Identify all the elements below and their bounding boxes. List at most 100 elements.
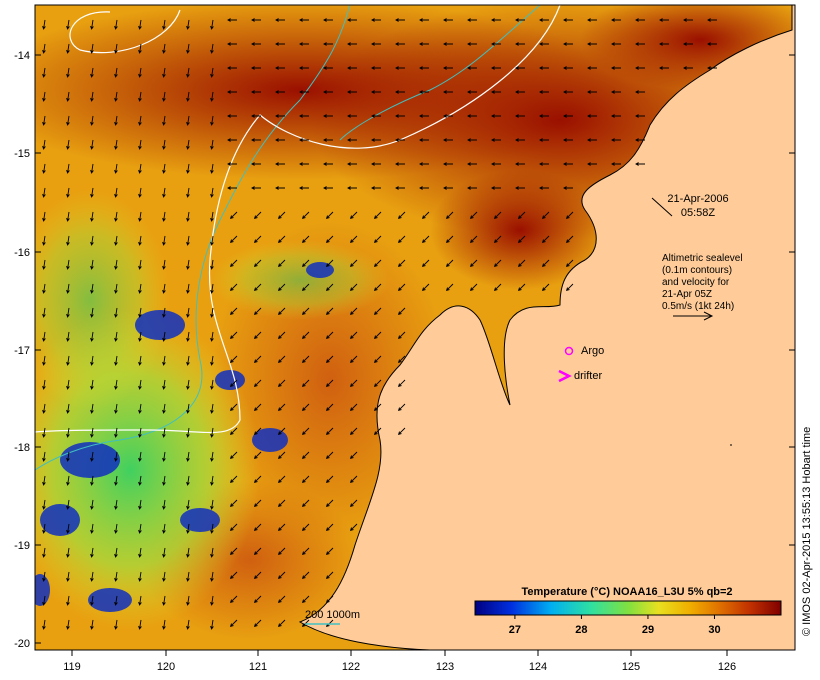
velocity-arrow <box>42 475 46 486</box>
velocity-arrow <box>251 186 261 190</box>
velocity-arrow <box>90 187 94 198</box>
velocity-arrow <box>469 211 478 220</box>
velocity-arrow <box>397 379 406 388</box>
velocity-arrow <box>277 259 286 268</box>
velocity-arrow <box>114 43 118 54</box>
velocity-arrow <box>443 162 453 166</box>
velocity-arrow <box>210 451 214 462</box>
velocity-arrow <box>229 619 238 628</box>
velocity-arrow <box>229 523 238 532</box>
velocity-arrow <box>563 162 573 166</box>
velocity-arrow <box>114 619 118 630</box>
velocity-arrow <box>162 403 166 414</box>
velocity-arrow <box>253 379 262 388</box>
lon-tick-label: 120 <box>157 661 175 673</box>
velocity-arrow <box>299 90 309 94</box>
velocity-arrow <box>301 331 310 340</box>
velocity-arrow <box>90 139 94 150</box>
velocity-arrow <box>587 66 597 70</box>
velocity-arrow <box>587 114 597 118</box>
velocity-arrow <box>42 619 46 630</box>
velocity-arrow <box>395 186 405 190</box>
velocity-arrow <box>323 18 333 22</box>
velocity-arrow <box>325 355 334 364</box>
velocity-arrow <box>301 571 310 580</box>
velocity-arrow <box>467 186 477 190</box>
velocity-arrow <box>162 283 166 294</box>
velocity-arrow <box>373 283 382 292</box>
velocity-arrow <box>277 235 286 244</box>
velocity-arrow <box>138 571 142 582</box>
velocity-arrow <box>515 90 525 94</box>
velocity-arrow <box>114 235 118 246</box>
velocity-arrow <box>397 427 406 436</box>
velocity-arrow <box>253 235 262 244</box>
velocity-arrow <box>114 403 118 414</box>
velocity-arrow <box>162 259 166 270</box>
velocity-arrow <box>114 499 118 510</box>
velocity-arrow <box>186 355 190 366</box>
velocity-arrow <box>210 307 214 318</box>
drifter-marker <box>558 369 572 383</box>
velocity-arrow <box>469 259 478 268</box>
velocity-arrow <box>467 90 477 94</box>
argo-label: Argo <box>581 345 604 357</box>
velocity-arrow <box>114 547 118 558</box>
velocity-arrow <box>210 67 214 78</box>
velocity-arrow <box>347 186 357 190</box>
velocity-arrow <box>186 523 190 534</box>
lat-tick-label: -17 <box>14 345 30 357</box>
velocity-arrow <box>42 379 46 390</box>
velocity-arrow <box>325 211 334 220</box>
velocity-arrow <box>325 403 334 412</box>
velocity-arrow <box>186 139 190 150</box>
velocity-arrow <box>395 162 405 166</box>
velocity-arrow <box>229 571 238 580</box>
velocity-arrow <box>635 66 645 70</box>
velocity-arrow <box>42 307 46 318</box>
velocity-arrow <box>515 42 525 46</box>
velocity-arrow <box>42 115 46 126</box>
velocity-arrow <box>373 355 382 364</box>
velocity-arrow <box>515 162 525 166</box>
velocity-arrow <box>515 66 525 70</box>
velocity-arrow <box>683 18 693 22</box>
velocity-arrow <box>277 619 286 628</box>
velocity-arrow <box>397 235 406 244</box>
velocity-arrow <box>210 283 214 294</box>
velocity-arrow <box>210 571 214 582</box>
velocity-arrow <box>210 115 214 126</box>
velocity-arrow <box>611 114 621 118</box>
velocity-arrow <box>229 331 238 340</box>
velocity-arrow <box>66 619 70 630</box>
velocity-arrow <box>66 139 70 150</box>
velocity-arrow <box>517 259 526 268</box>
velocity-arrow <box>210 403 214 414</box>
velocity-arrow <box>443 18 453 22</box>
velocity-arrow <box>138 115 142 126</box>
velocity-arrow <box>563 138 573 142</box>
velocity-arrow <box>253 211 262 220</box>
velocity-arrow <box>138 427 142 438</box>
velocity-arrow <box>138 211 142 222</box>
velocity-arrow <box>253 619 262 628</box>
velocity-arrow <box>467 162 477 166</box>
velocity-arrow <box>371 114 381 118</box>
velocity-arrow <box>347 138 357 142</box>
velocity-arrow <box>66 595 70 606</box>
velocity-arrow <box>42 139 46 150</box>
velocity-arrow <box>517 211 526 220</box>
velocity-arrow <box>275 66 285 70</box>
velocity-arrow <box>90 43 94 54</box>
velocity-arrow <box>186 211 190 222</box>
velocity-arrow <box>138 43 142 54</box>
velocity-arrow <box>301 547 310 556</box>
lat-tick-label: -19 <box>14 540 30 552</box>
velocity-arrow <box>162 379 166 390</box>
argo-marker <box>564 346 574 356</box>
velocity-arrow <box>42 43 46 54</box>
velocity-arrow <box>66 91 70 102</box>
velocity-arrow <box>395 90 405 94</box>
velocity-arrow <box>587 90 597 94</box>
velocity-arrow <box>325 427 334 436</box>
